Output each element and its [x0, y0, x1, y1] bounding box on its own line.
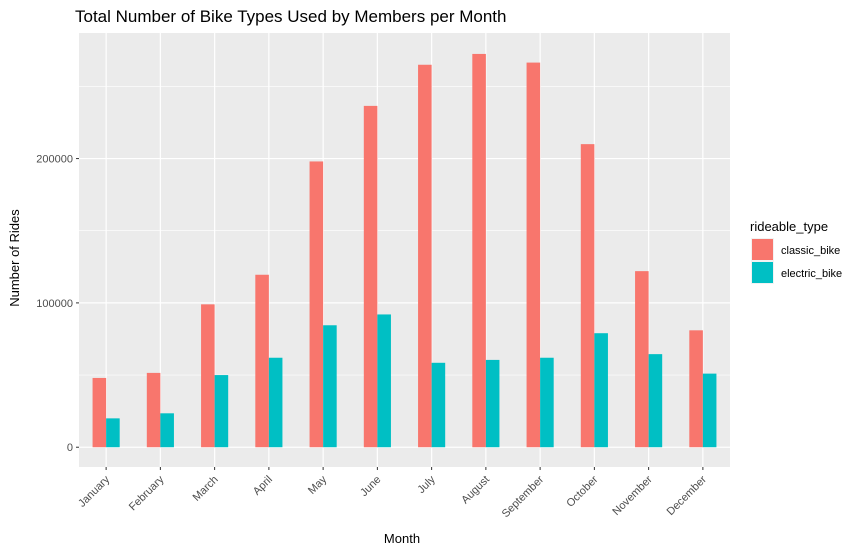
x-tick-label: July [415, 473, 438, 496]
bars [92, 53, 717, 448]
x-tick-label: August [459, 474, 492, 507]
bar-electric-bike-may [323, 325, 337, 448]
legend-label-electric-bike: electric_bike [781, 268, 842, 280]
bar-classic-bike-march [201, 304, 215, 448]
legend: rideable_type classic_bike electric_bike [750, 219, 842, 284]
x-tick-label: February [127, 473, 167, 513]
bar-electric-bike-june [377, 314, 391, 448]
legend-swatch-electric-bike [752, 262, 773, 283]
y-tick-label: 100000 [36, 298, 73, 310]
bar-classic-bike-april [255, 274, 269, 448]
bar-electric-bike-december [702, 373, 717, 448]
bar-electric-bike-february [160, 413, 174, 448]
bar-classic-bike-june [363, 105, 378, 448]
x-tick-label: October [564, 473, 600, 509]
bar-classic-bike-august [472, 53, 486, 448]
bar-classic-bike-october [580, 144, 595, 448]
bar-classic-bike-january [92, 377, 107, 448]
y-tick-label: 200000 [36, 154, 73, 166]
bar-classic-bike-december [689, 330, 703, 448]
bar-electric-bike-january [106, 418, 120, 448]
bar-electric-bike-september [540, 357, 554, 448]
x-axis-title: Month [384, 531, 420, 546]
chart-title: Total Number of Bike Types Used by Membe… [75, 7, 506, 26]
x-tick-label: March [191, 474, 221, 504]
bar-classic-bike-september [526, 62, 541, 448]
y-tick-label: 0 [67, 442, 73, 454]
bar-electric-bike-march [214, 375, 229, 448]
bar-classic-bike-may [309, 161, 324, 448]
bar-classic-bike-february [146, 372, 161, 448]
grid-minor [79, 86, 730, 376]
bar-classic-bike-july [418, 64, 432, 448]
x-tick-label: December [665, 473, 710, 518]
legend-title: rideable_type [750, 219, 828, 234]
bar-electric-bike-july [431, 362, 446, 448]
x-tick-label: November [610, 473, 655, 518]
x-tick-label: June [358, 474, 383, 499]
plot-panel [79, 33, 730, 467]
x-tick-label: April [251, 474, 275, 498]
y-axis-title: Number of Rides [7, 209, 22, 307]
bar-electric-bike-august [485, 359, 500, 448]
x-tick-label: January [76, 473, 113, 510]
x-axis: January February March April May June July Augu… [76, 467, 709, 520]
bar-classic-bike-november [635, 271, 649, 448]
legend-label-classic-bike: classic_bike [781, 245, 840, 257]
bar-electric-bike-april [268, 357, 283, 448]
bar-electric-bike-november [648, 354, 663, 448]
y-axis: 0 100000 200000 [36, 154, 79, 454]
x-tick-label: May [306, 473, 330, 497]
bar-electric-bike-october [594, 333, 608, 448]
legend-swatch-classic-bike [752, 239, 773, 260]
x-tick-label: September [500, 473, 547, 520]
